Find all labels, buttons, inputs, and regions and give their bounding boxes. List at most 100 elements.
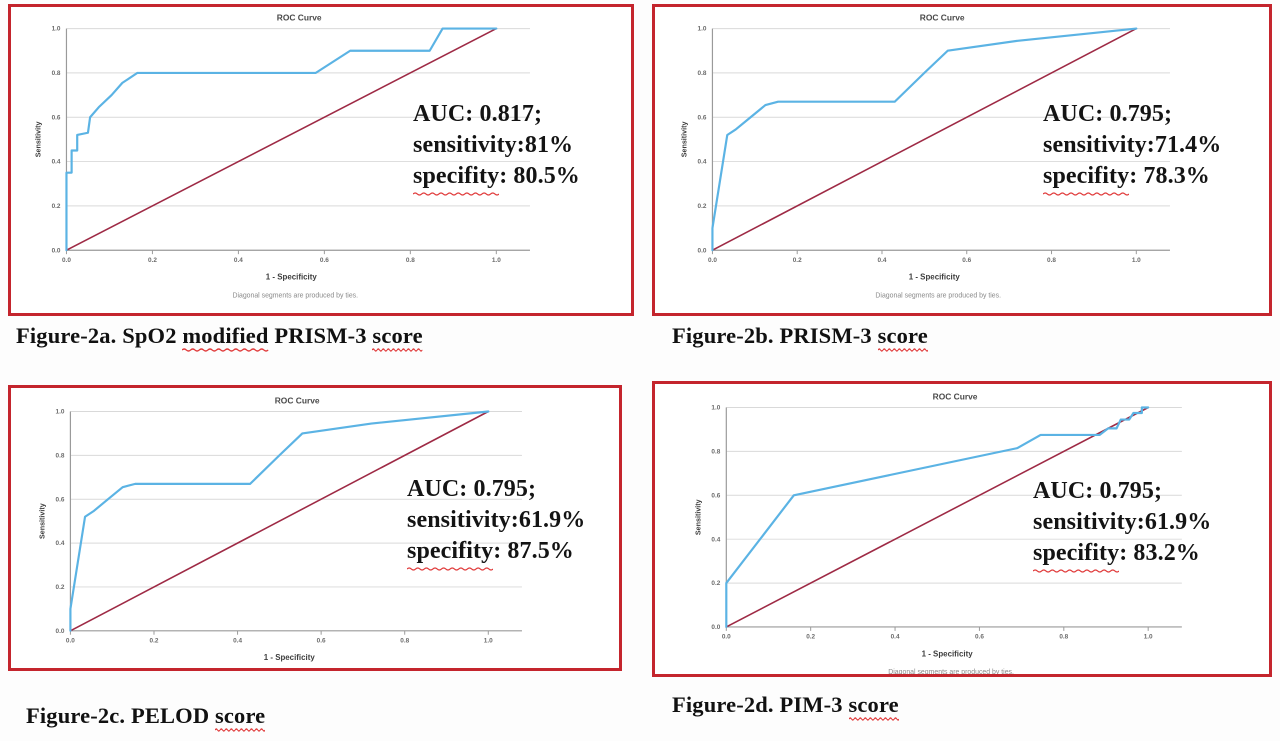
svg-text:Sensitivity: Sensitivity — [680, 122, 689, 158]
roc-panel-d: 0.0 0.2 0.4 0.6 0.8 1.0 0.0 0.2 0.4 0.6 0.8 1.0 ROC … — [652, 381, 1272, 677]
roc-chart-a: 0.0 0.2 0.4 0.6 0.8 1.0 0.0 0.2 0.4 0.6 0.8 1.0 ROC … — [34, 13, 530, 299]
svg-text:0.0: 0.0 — [62, 257, 71, 264]
caption-a-misspelled-2: score — [372, 323, 423, 352]
svg-text:0.8: 0.8 — [711, 449, 720, 456]
svg-text:0.2: 0.2 — [711, 580, 720, 587]
svg-text:0.6: 0.6 — [711, 492, 720, 499]
roc-panel-b: 0.0 0.2 0.4 0.6 0.8 1.0 0.0 0.2 0.4 0.6 0.8 1.0 ROC … — [652, 4, 1272, 316]
caption-b-misspelled: score — [877, 323, 928, 352]
panel-b-stats: AUC: 0.795; sensitivity:71.4% specifity:… — [1043, 99, 1221, 196]
svg-text:0.4: 0.4 — [234, 257, 243, 264]
svg-text:0.4: 0.4 — [891, 634, 900, 641]
spellcheck-squiggle-icon — [182, 348, 269, 352]
panel-a-stats: AUC: 0.817; sensitivity:81% specifity: 8… — [413, 99, 580, 196]
panel-d-auc: AUC: 0.795; — [1033, 478, 1163, 504]
svg-text:Sensitivity: Sensitivity — [39, 503, 47, 539]
panel-c-auc: AUC: 0.795; — [407, 476, 537, 502]
panel-a-specificity: specifity: 80.5% — [413, 161, 580, 196]
panel-b-specificity-word: specifity — [1043, 161, 1130, 196]
svg-text:1.0: 1.0 — [1144, 634, 1153, 641]
svg-text:1.0: 1.0 — [484, 638, 493, 645]
svg-text:0.4: 0.4 — [233, 638, 242, 645]
panel-d-border: 0.0 0.2 0.4 0.6 0.8 1.0 0.0 0.2 0.4 0.6 0.8 1.0 ROC … — [652, 381, 1272, 677]
caption-figure-2b: Figure-2b. PRISM-3 score — [672, 323, 928, 352]
svg-text:ROC Curve: ROC Curve — [275, 396, 320, 406]
svg-text:Sensitivity: Sensitivity — [34, 122, 43, 158]
svg-text:0.2: 0.2 — [793, 257, 802, 264]
spellcheck-squiggle-icon — [877, 348, 928, 352]
svg-text:0.2: 0.2 — [52, 203, 61, 210]
svg-text:Diagonal segments are produced: Diagonal segments are produced by ties. — [888, 669, 1014, 674]
svg-text:1 - Specificity: 1 - Specificity — [922, 649, 974, 658]
svg-text:Sensitivity: Sensitivity — [694, 499, 703, 535]
svg-text:0.6: 0.6 — [52, 114, 61, 121]
panel-b-plot: 0.0 0.2 0.4 0.6 0.8 1.0 0.0 0.2 0.4 0.6 0.8 1.0 ROC … — [655, 7, 1269, 313]
svg-text:1.0: 1.0 — [52, 26, 61, 33]
panel-d-specificity: specifity: 83.2% — [1033, 538, 1211, 573]
svg-text:0.0: 0.0 — [708, 257, 717, 264]
svg-text:1.0: 1.0 — [56, 409, 65, 416]
svg-text:0.4: 0.4 — [878, 257, 887, 264]
svg-text:1 - Specificity: 1 - Specificity — [266, 273, 318, 282]
svg-text:0.6: 0.6 — [56, 496, 65, 503]
svg-text:0.2: 0.2 — [698, 203, 707, 210]
svg-text:1.0: 1.0 — [698, 26, 707, 33]
svg-text:0.6: 0.6 — [698, 114, 707, 121]
svg-text:0.8: 0.8 — [1059, 634, 1068, 641]
svg-text:0.0: 0.0 — [711, 624, 720, 631]
spellcheck-squiggle-icon — [215, 728, 266, 732]
panel-c-sensitivity: sensitivity:61.9% — [407, 507, 586, 534]
svg-text:1 - Specificity: 1 - Specificity — [909, 273, 961, 282]
svg-text:0.2: 0.2 — [148, 257, 157, 264]
panel-c-stats: AUC: 0.795; sensitivity:61.9% specifity:… — [407, 474, 586, 571]
caption-figure-2c: Figure-2c. PELOD score — [26, 703, 266, 732]
svg-text:1.0: 1.0 — [1132, 257, 1141, 264]
roc-panel-c: 0.0 0.2 0.4 0.6 0.8 1.0 0.0 0.2 0.4 0.6 0.8 1.0 ROC … — [8, 385, 622, 671]
panel-c-border: 0.0 0.2 0.4 0.6 0.8 1.0 0.0 0.2 0.4 0.6 0.8 1.0 ROC … — [8, 385, 622, 671]
panel-a-specificity-word: specifity — [413, 161, 500, 196]
spellcheck-squiggle-icon — [372, 348, 423, 352]
caption-figure-2a: Figure-2a. SpO2 modified PRISM-3 score — [16, 323, 423, 352]
svg-text:0.0: 0.0 — [722, 634, 731, 641]
panel-a-plot: 0.0 0.2 0.4 0.6 0.8 1.0 0.0 0.2 0.4 0.6 0.8 1.0 ROC … — [11, 7, 631, 313]
svg-text:0.6: 0.6 — [317, 638, 326, 645]
panel-b-border: 0.0 0.2 0.4 0.6 0.8 1.0 0.0 0.2 0.4 0.6 0.8 1.0 ROC … — [652, 4, 1272, 316]
panel-d-specificity-word: specifity — [1033, 538, 1120, 573]
panel-a-sensitivity: sensitivity:81% — [413, 132, 574, 159]
svg-text:0.2: 0.2 — [56, 584, 65, 591]
panel-b-auc: AUC: 0.795; — [1043, 101, 1173, 127]
roc-chart-b: 0.0 0.2 0.4 0.6 0.8 1.0 0.0 0.2 0.4 0.6 0.8 1.0 ROC … — [680, 13, 1170, 299]
roc-chart-d: 0.0 0.2 0.4 0.6 0.8 1.0 0.0 0.2 0.4 0.6 0.8 1.0 ROC … — [694, 392, 1182, 674]
svg-text:0.8: 0.8 — [56, 453, 65, 460]
svg-text:0.6: 0.6 — [975, 634, 984, 641]
svg-text:0.8: 0.8 — [698, 70, 707, 77]
svg-text:ROC Curve: ROC Curve — [933, 392, 978, 402]
svg-text:0.4: 0.4 — [698, 159, 707, 166]
svg-text:0.4: 0.4 — [711, 536, 720, 543]
panel-d-stats: AUC: 0.795; sensitivity:61.9% specifity:… — [1033, 476, 1212, 573]
caption-figure-2d: Figure-2d. PIM-3 score — [672, 692, 899, 721]
panel-a-border: 0.0 0.2 0.4 0.6 0.8 1.0 0.0 0.2 0.4 0.6 0.8 1.0 ROC … — [8, 4, 634, 316]
panel-d-plot: 0.0 0.2 0.4 0.6 0.8 1.0 0.0 0.2 0.4 0.6 0.8 1.0 ROC … — [655, 384, 1269, 674]
svg-text:0.0: 0.0 — [698, 247, 707, 254]
svg-text:Diagonal segments are produced: Diagonal segments are produced by ties. — [875, 292, 1001, 299]
svg-text:0.2: 0.2 — [150, 638, 159, 645]
svg-text:0.6: 0.6 — [320, 257, 329, 264]
svg-text:ROC Curve: ROC Curve — [920, 13, 965, 23]
svg-text:0.4: 0.4 — [52, 159, 61, 166]
svg-text:0.8: 0.8 — [400, 638, 409, 645]
panel-c-specificity: specifity: 87.5% — [407, 536, 585, 571]
svg-text:1.0: 1.0 — [711, 405, 720, 412]
panel-c-specificity-word: specifity — [407, 536, 494, 571]
panel-d-sensitivity: sensitivity:61.9% — [1033, 509, 1212, 536]
svg-text:ROC Curve: ROC Curve — [277, 13, 322, 23]
panel-c-plot: 0.0 0.2 0.4 0.6 0.8 1.0 0.0 0.2 0.4 0.6 0.8 1.0 ROC … — [11, 388, 619, 668]
spellcheck-squiggle-icon — [848, 717, 899, 721]
caption-d-misspelled: score — [848, 692, 899, 721]
svg-text:1.0: 1.0 — [492, 257, 501, 264]
roc-panel-a: 0.0 0.2 0.4 0.6 0.8 1.0 0.0 0.2 0.4 0.6 0.8 1.0 ROC … — [8, 4, 634, 316]
svg-text:0.6: 0.6 — [962, 257, 971, 264]
svg-text:0.0: 0.0 — [52, 247, 61, 254]
panel-a-auc: AUC: 0.817; — [413, 101, 543, 127]
